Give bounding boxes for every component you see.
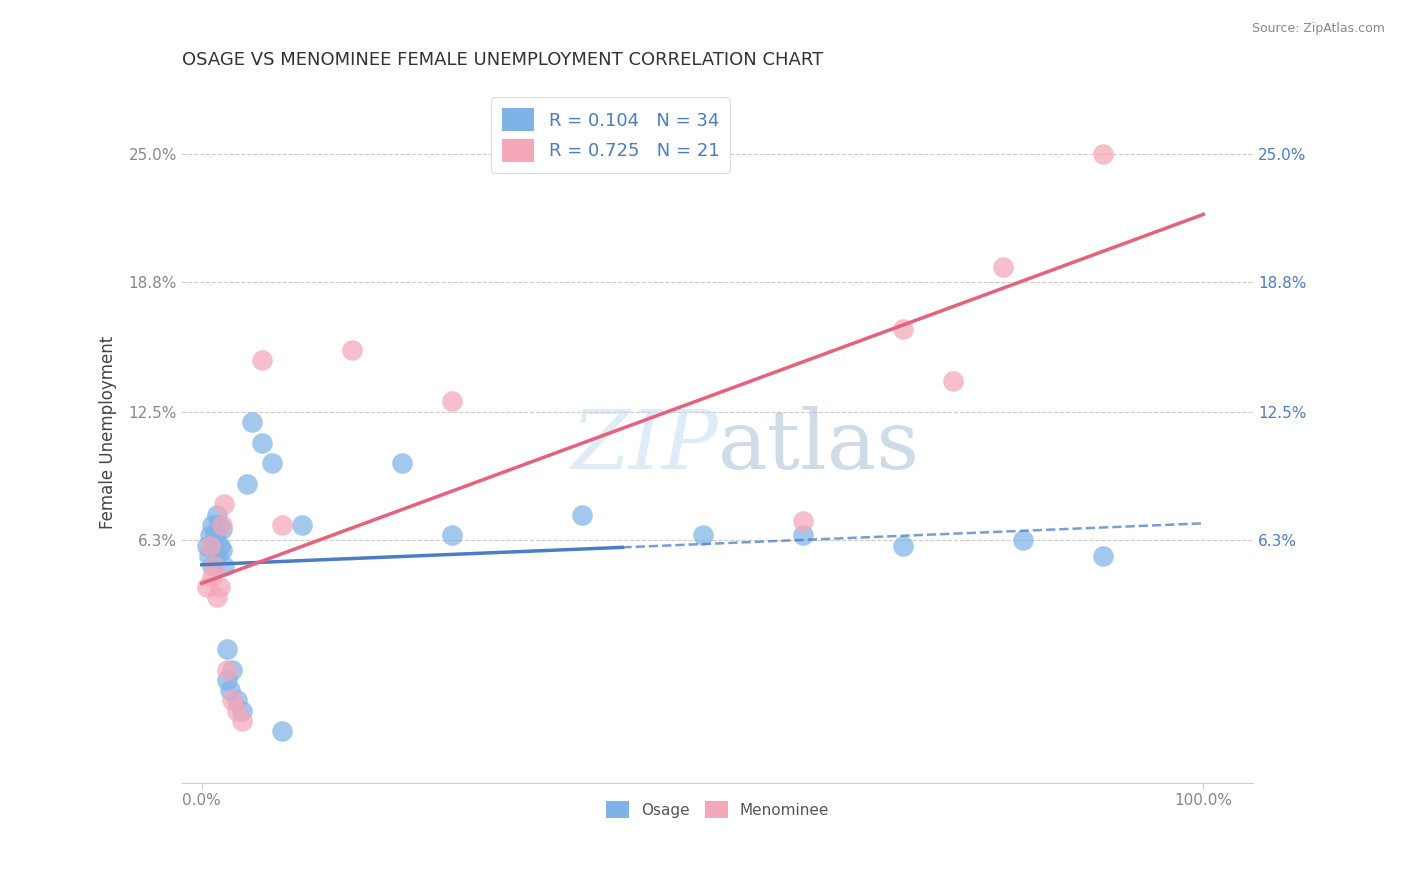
Text: atlas: atlas xyxy=(717,406,920,486)
Point xyxy=(215,641,238,656)
Point xyxy=(218,683,240,698)
Point xyxy=(792,514,814,528)
Point xyxy=(270,724,292,739)
Point xyxy=(391,456,413,470)
Point xyxy=(221,663,243,677)
Point xyxy=(270,518,292,533)
Point xyxy=(692,528,714,542)
Point xyxy=(205,508,228,522)
Point xyxy=(1092,146,1115,161)
Point xyxy=(198,539,221,553)
Point xyxy=(195,580,218,594)
Point xyxy=(240,415,263,429)
Point xyxy=(441,528,464,542)
Point xyxy=(205,591,228,605)
Point xyxy=(291,518,314,533)
Point xyxy=(208,539,231,553)
Point xyxy=(225,693,247,707)
Point xyxy=(195,539,218,553)
Text: Source: ZipAtlas.com: Source: ZipAtlas.com xyxy=(1251,22,1385,36)
Point xyxy=(215,663,238,677)
Point xyxy=(991,260,1014,274)
Point xyxy=(205,549,228,563)
Legend: Osage, Menominee: Osage, Menominee xyxy=(600,795,835,824)
Point xyxy=(201,518,224,533)
Point xyxy=(197,549,219,563)
Point xyxy=(250,435,273,450)
Point xyxy=(792,528,814,542)
Point xyxy=(891,539,914,553)
Text: ZIP: ZIP xyxy=(571,406,717,486)
Point xyxy=(1092,549,1115,563)
Point xyxy=(198,528,221,542)
Point xyxy=(215,673,238,687)
Point xyxy=(202,539,225,553)
Point xyxy=(208,580,231,594)
Point xyxy=(891,322,914,336)
Point xyxy=(221,693,243,707)
Point xyxy=(211,518,233,533)
Point xyxy=(201,569,224,583)
Text: OSAGE VS MENOMINEE FEMALE UNEMPLOYMENT CORRELATION CHART: OSAGE VS MENOMINEE FEMALE UNEMPLOYMENT C… xyxy=(181,51,823,69)
Point xyxy=(1012,533,1035,547)
Point xyxy=(208,518,231,533)
Point xyxy=(231,714,253,728)
Point xyxy=(212,559,235,574)
Point xyxy=(441,394,464,409)
Point xyxy=(250,353,273,368)
Point xyxy=(340,343,363,357)
Point xyxy=(211,542,233,557)
Point xyxy=(942,374,965,388)
Point xyxy=(260,456,283,470)
Point xyxy=(231,704,253,718)
Point xyxy=(204,528,226,542)
Point xyxy=(212,498,235,512)
Point xyxy=(225,704,247,718)
Point xyxy=(571,508,593,522)
Point xyxy=(211,522,233,536)
Point xyxy=(236,476,259,491)
Y-axis label: Female Unemployment: Female Unemployment xyxy=(100,335,117,529)
Point xyxy=(202,559,225,574)
Point xyxy=(201,559,224,574)
